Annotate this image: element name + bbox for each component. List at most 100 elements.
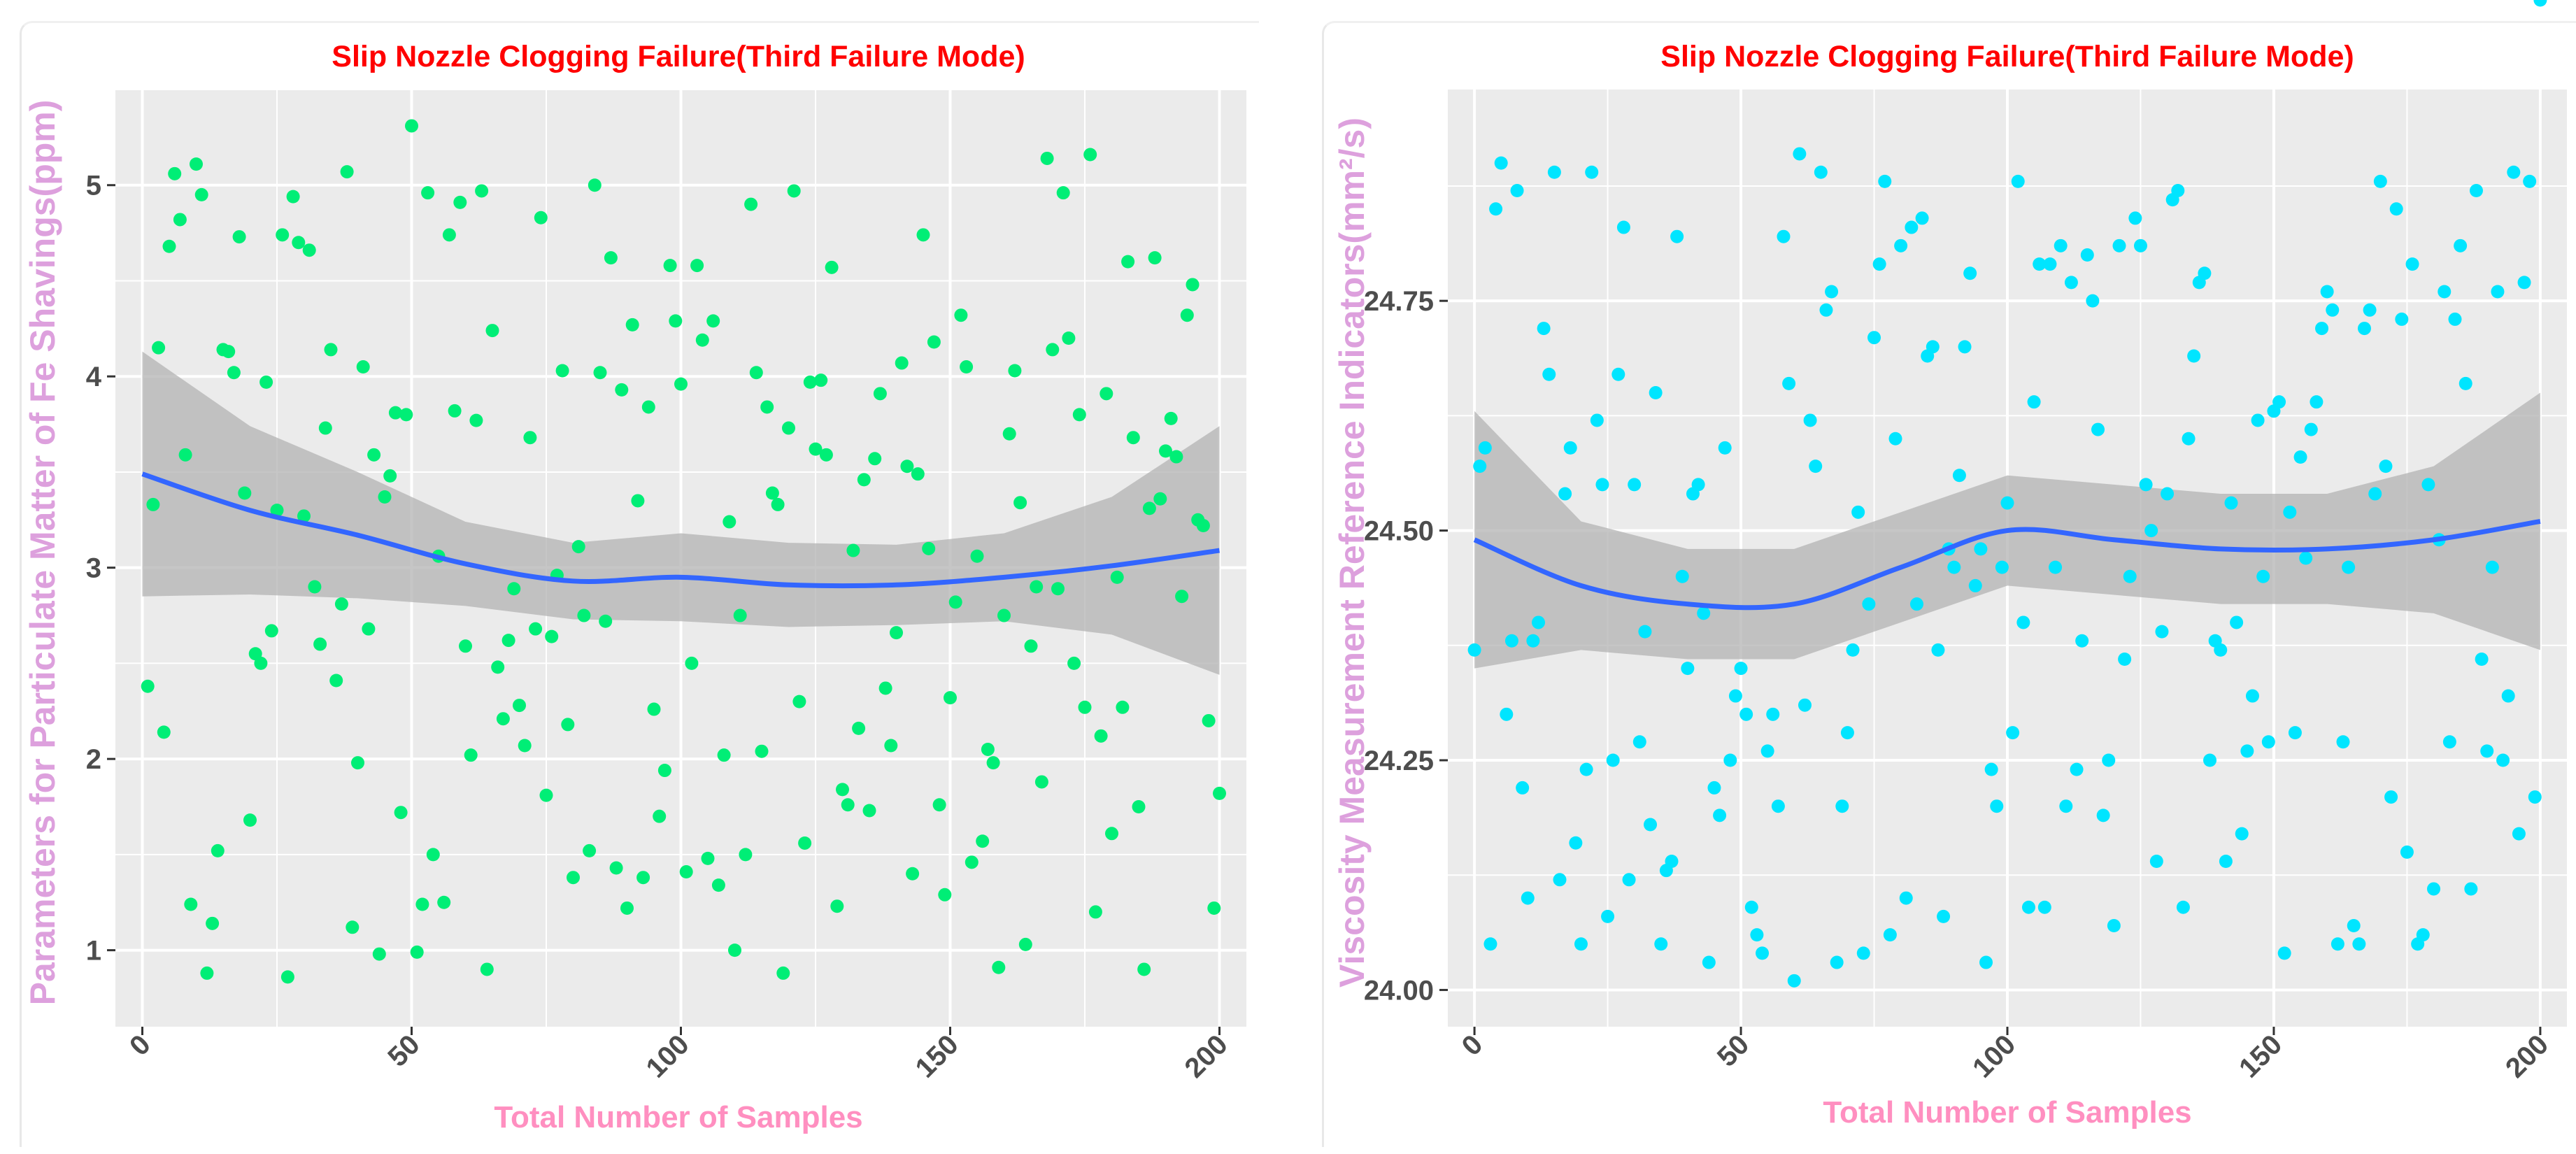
left-data-point <box>1018 937 1032 951</box>
left-data-point <box>367 448 381 462</box>
right-data-point <box>2112 238 2126 252</box>
right-data-point <box>1494 156 1508 170</box>
right-data-point <box>2171 184 2185 198</box>
right-data-point <box>2438 285 2452 299</box>
left-data-point <box>388 406 402 420</box>
left-data-point <box>313 637 327 651</box>
left-data-point <box>938 888 952 902</box>
left-data-point <box>173 213 187 227</box>
right-data-point <box>1579 762 1593 776</box>
right-data-point <box>2277 946 2291 960</box>
right-data-point <box>2224 496 2238 510</box>
left-data-point <box>1008 364 1022 378</box>
right-data-point <box>2523 174 2537 188</box>
right-panel-frame <box>1322 21 2576 1147</box>
right-data-point <box>1691 478 1705 492</box>
left-data-point <box>620 901 634 915</box>
right-x-tick-label: 150 <box>2233 1029 2288 1083</box>
left-data-point <box>1013 496 1027 510</box>
left-data-point <box>1169 450 1183 464</box>
right-data-point <box>1654 937 1668 951</box>
right-data-point <box>2155 625 2169 639</box>
left-data-point <box>1072 408 1086 422</box>
left-data-point <box>965 855 979 869</box>
right-data-point <box>2496 753 2510 767</box>
right-data-point <box>1883 928 1897 942</box>
left-data-point <box>873 387 887 401</box>
right-data-point <box>2240 744 2254 758</box>
left-x-tick-label: 150 <box>910 1029 965 1083</box>
right-data-point <box>2288 726 2302 740</box>
left-data-point <box>362 622 376 636</box>
right-data-point <box>1595 478 1609 492</box>
right-data-point <box>1862 597 1876 611</box>
left-data-point <box>717 748 731 762</box>
right-data-point <box>2384 790 2398 804</box>
left-data-point <box>674 377 688 391</box>
right-data-point <box>1809 460 1823 473</box>
right-data-point <box>2091 422 2105 436</box>
right-data-point <box>2405 257 2419 271</box>
right-data-point <box>2533 0 2547 7</box>
right-data-point <box>2139 478 2153 492</box>
right-data-point <box>2368 487 2382 501</box>
right-data-point <box>1872 257 1886 271</box>
right-data-point <box>2096 808 2110 822</box>
right-data-point <box>2118 653 2132 667</box>
right-data-point <box>2528 790 2542 804</box>
left-data-point <box>437 895 451 909</box>
left-data-point <box>927 335 941 349</box>
right-data-point <box>1819 303 1833 317</box>
right-data-point <box>1750 928 1764 942</box>
right-data-point <box>2245 689 2259 703</box>
right-data-point <box>1851 505 1865 519</box>
left-data-point <box>539 788 553 802</box>
right-data-point <box>2475 653 2489 667</box>
right-data-point <box>2326 303 2340 317</box>
left-data-point <box>518 739 532 753</box>
left-data-point <box>485 324 499 338</box>
left-data-point <box>895 356 909 370</box>
left-data-point <box>146 497 160 511</box>
left-smooth-line <box>141 471 1220 589</box>
right-data-point <box>2491 285 2505 299</box>
left-data-point <box>900 460 914 473</box>
right-data-point <box>2144 524 2158 538</box>
right-data-point <box>2395 312 2409 326</box>
left-confidence-band <box>142 351 1220 675</box>
right-data-point <box>2059 799 2073 813</box>
right-data-point <box>2016 615 2030 629</box>
left-data-point <box>819 448 833 462</box>
right-data-point <box>2123 569 2137 583</box>
left-x-tick-label: 50 <box>382 1029 426 1073</box>
right-y-tick-label: 24.00 <box>1364 975 1434 1006</box>
left-data-point <box>1207 901 1221 915</box>
left-data-point <box>415 897 429 911</box>
right-data-point <box>1947 560 1961 574</box>
right-data-point <box>1665 855 1679 869</box>
right-data-point <box>1707 781 1721 795</box>
right-data-point <box>1542 367 1556 381</box>
left-data-point <box>1132 800 1146 814</box>
right-data-point <box>1899 891 1913 905</box>
right-data-point <box>1915 211 1929 225</box>
left-y-tick-label: 4 <box>86 362 102 392</box>
right-data-point <box>2128 211 2142 225</box>
right-data-point <box>2342 560 2356 574</box>
left-data-point <box>663 259 677 273</box>
right-data-point <box>2261 735 2275 749</box>
left-data-point <box>507 582 521 596</box>
left-data-point <box>685 656 699 670</box>
left-data-point <box>324 343 338 357</box>
right-data-point <box>1840 726 1854 740</box>
left-data-point <box>152 341 166 355</box>
right-data-point <box>2293 450 2307 464</box>
left-data-point <box>695 333 709 347</box>
left-data-point <box>555 364 569 378</box>
left-data-point <box>448 404 462 418</box>
right-data-point <box>1510 184 1524 198</box>
left-data-point <box>1202 713 1216 727</box>
left-data-point <box>1094 729 1108 743</box>
right-data-point <box>2304 422 2318 436</box>
